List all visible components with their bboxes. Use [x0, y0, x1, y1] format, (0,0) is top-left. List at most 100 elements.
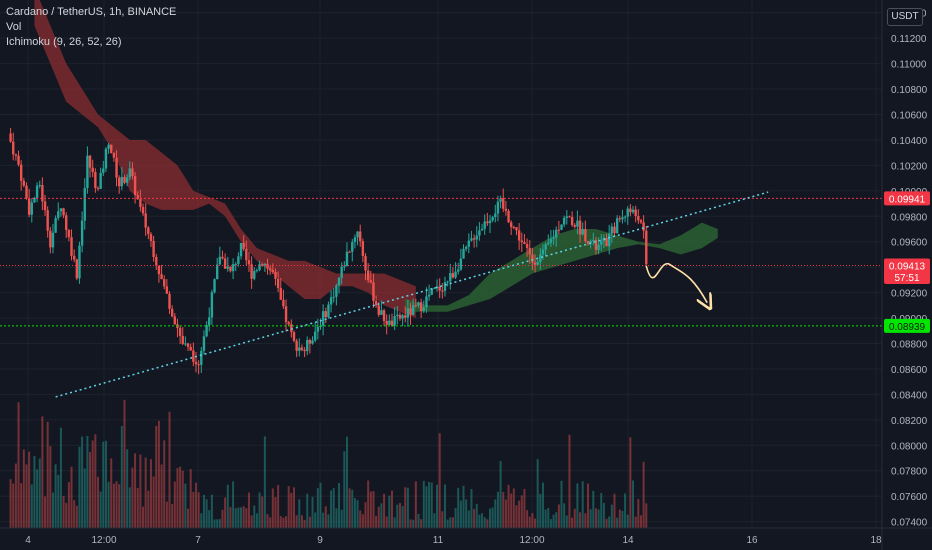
candle-body — [282, 299, 285, 307]
volume-bar — [261, 496, 264, 528]
symbol-title[interactable]: Cardano / TetherUS, 1h, BINANCE — [6, 6, 177, 18]
candle-body — [200, 350, 203, 365]
candle-body — [170, 308, 174, 317]
candle-body — [181, 335, 184, 344]
candle-body — [645, 230, 648, 265]
candle-body — [292, 332, 296, 341]
volume-bar — [348, 488, 351, 528]
candle-body — [234, 263, 237, 265]
volume-bar — [557, 504, 560, 528]
candle-body — [409, 308, 412, 315]
candle-body — [231, 264, 235, 272]
candle-body — [348, 251, 351, 253]
candle-body — [319, 325, 322, 328]
candle-body — [184, 343, 187, 345]
candle-body — [284, 306, 288, 323]
candle-body — [589, 240, 592, 244]
candle-body — [541, 249, 545, 255]
volume-bar — [396, 504, 399, 528]
candle-body — [258, 264, 261, 271]
volume-bar — [33, 455, 36, 528]
volume-bar — [303, 519, 306, 528]
candle-body — [242, 242, 245, 249]
candle-body — [237, 256, 240, 264]
volume-bar — [86, 435, 89, 528]
volume-bar — [504, 499, 507, 528]
candle-body — [25, 185, 28, 199]
volume-bar — [99, 491, 102, 528]
candle-body — [168, 293, 171, 309]
candle-body — [123, 176, 126, 183]
volume-bar — [335, 508, 338, 528]
candle-body — [544, 244, 547, 250]
volume-bar — [229, 506, 232, 528]
candle-body — [557, 229, 561, 231]
projection-arrow[interactable] — [645, 262, 707, 303]
volume-bar — [449, 517, 452, 528]
candle-body — [88, 155, 92, 168]
candle-body — [642, 222, 645, 231]
volume-bar — [571, 517, 574, 528]
volume-bar — [65, 503, 68, 528]
volume-indicator-label[interactable]: Vol — [6, 21, 22, 33]
candle-body — [507, 210, 510, 223]
candle-body — [356, 231, 359, 238]
volume-bar — [279, 516, 282, 528]
volume-bar — [332, 488, 335, 528]
volume-bar — [425, 486, 428, 528]
volume-bar — [481, 513, 484, 528]
candle-body — [131, 168, 134, 177]
volume-bar — [57, 474, 60, 528]
price-tick-label: 0.07600 — [891, 492, 928, 503]
volume-bar — [340, 509, 343, 528]
candle-body — [470, 238, 473, 241]
candle-body — [22, 180, 26, 186]
volume-bar — [250, 515, 253, 528]
candle-body — [396, 314, 399, 317]
drawings[interactable] — [0, 191, 882, 398]
candle-body — [446, 281, 449, 283]
resistance-label-bg — [884, 191, 930, 206]
candle-body — [218, 256, 222, 265]
volume-bar — [610, 504, 613, 528]
volume-bar — [41, 416, 44, 528]
volume-bar — [353, 498, 356, 528]
volume-bar — [587, 483, 589, 528]
candle-body — [441, 290, 444, 292]
volume-bar — [467, 510, 470, 528]
candlesticks[interactable] — [9, 127, 648, 375]
volume-bar — [14, 463, 17, 528]
candle-body — [560, 224, 563, 230]
candle-body — [457, 269, 460, 272]
currency-button[interactable]: USDT — [887, 8, 923, 26]
candle-body — [144, 213, 147, 228]
candle-body — [451, 273, 455, 278]
volume-bar — [62, 495, 65, 528]
volume-bar — [412, 519, 415, 528]
candle-body — [486, 221, 489, 224]
volume-bar — [70, 466, 73, 528]
candle-body — [271, 270, 275, 272]
volume-bar — [218, 519, 221, 528]
volume-bar — [589, 509, 592, 528]
ascending-trendline[interactable] — [55, 191, 769, 398]
volume-bar — [523, 489, 526, 528]
candle-body — [467, 240, 471, 247]
volume-bar — [51, 492, 54, 528]
candle-body — [528, 247, 531, 255]
volume-bar — [459, 500, 462, 528]
candle-body — [245, 248, 248, 261]
volume-bar — [139, 454, 142, 528]
volume-bar — [165, 501, 168, 528]
candle-body — [499, 198, 502, 202]
ichimoku-indicator-label[interactable]: Ichimoku (9, 26, 52, 26) — [6, 36, 122, 48]
volume-bar — [409, 519, 412, 528]
volume-bar — [187, 508, 190, 528]
volume-bar — [608, 516, 611, 528]
candle-body — [75, 259, 79, 279]
volume-bar — [594, 508, 597, 528]
candle-body — [128, 168, 131, 178]
